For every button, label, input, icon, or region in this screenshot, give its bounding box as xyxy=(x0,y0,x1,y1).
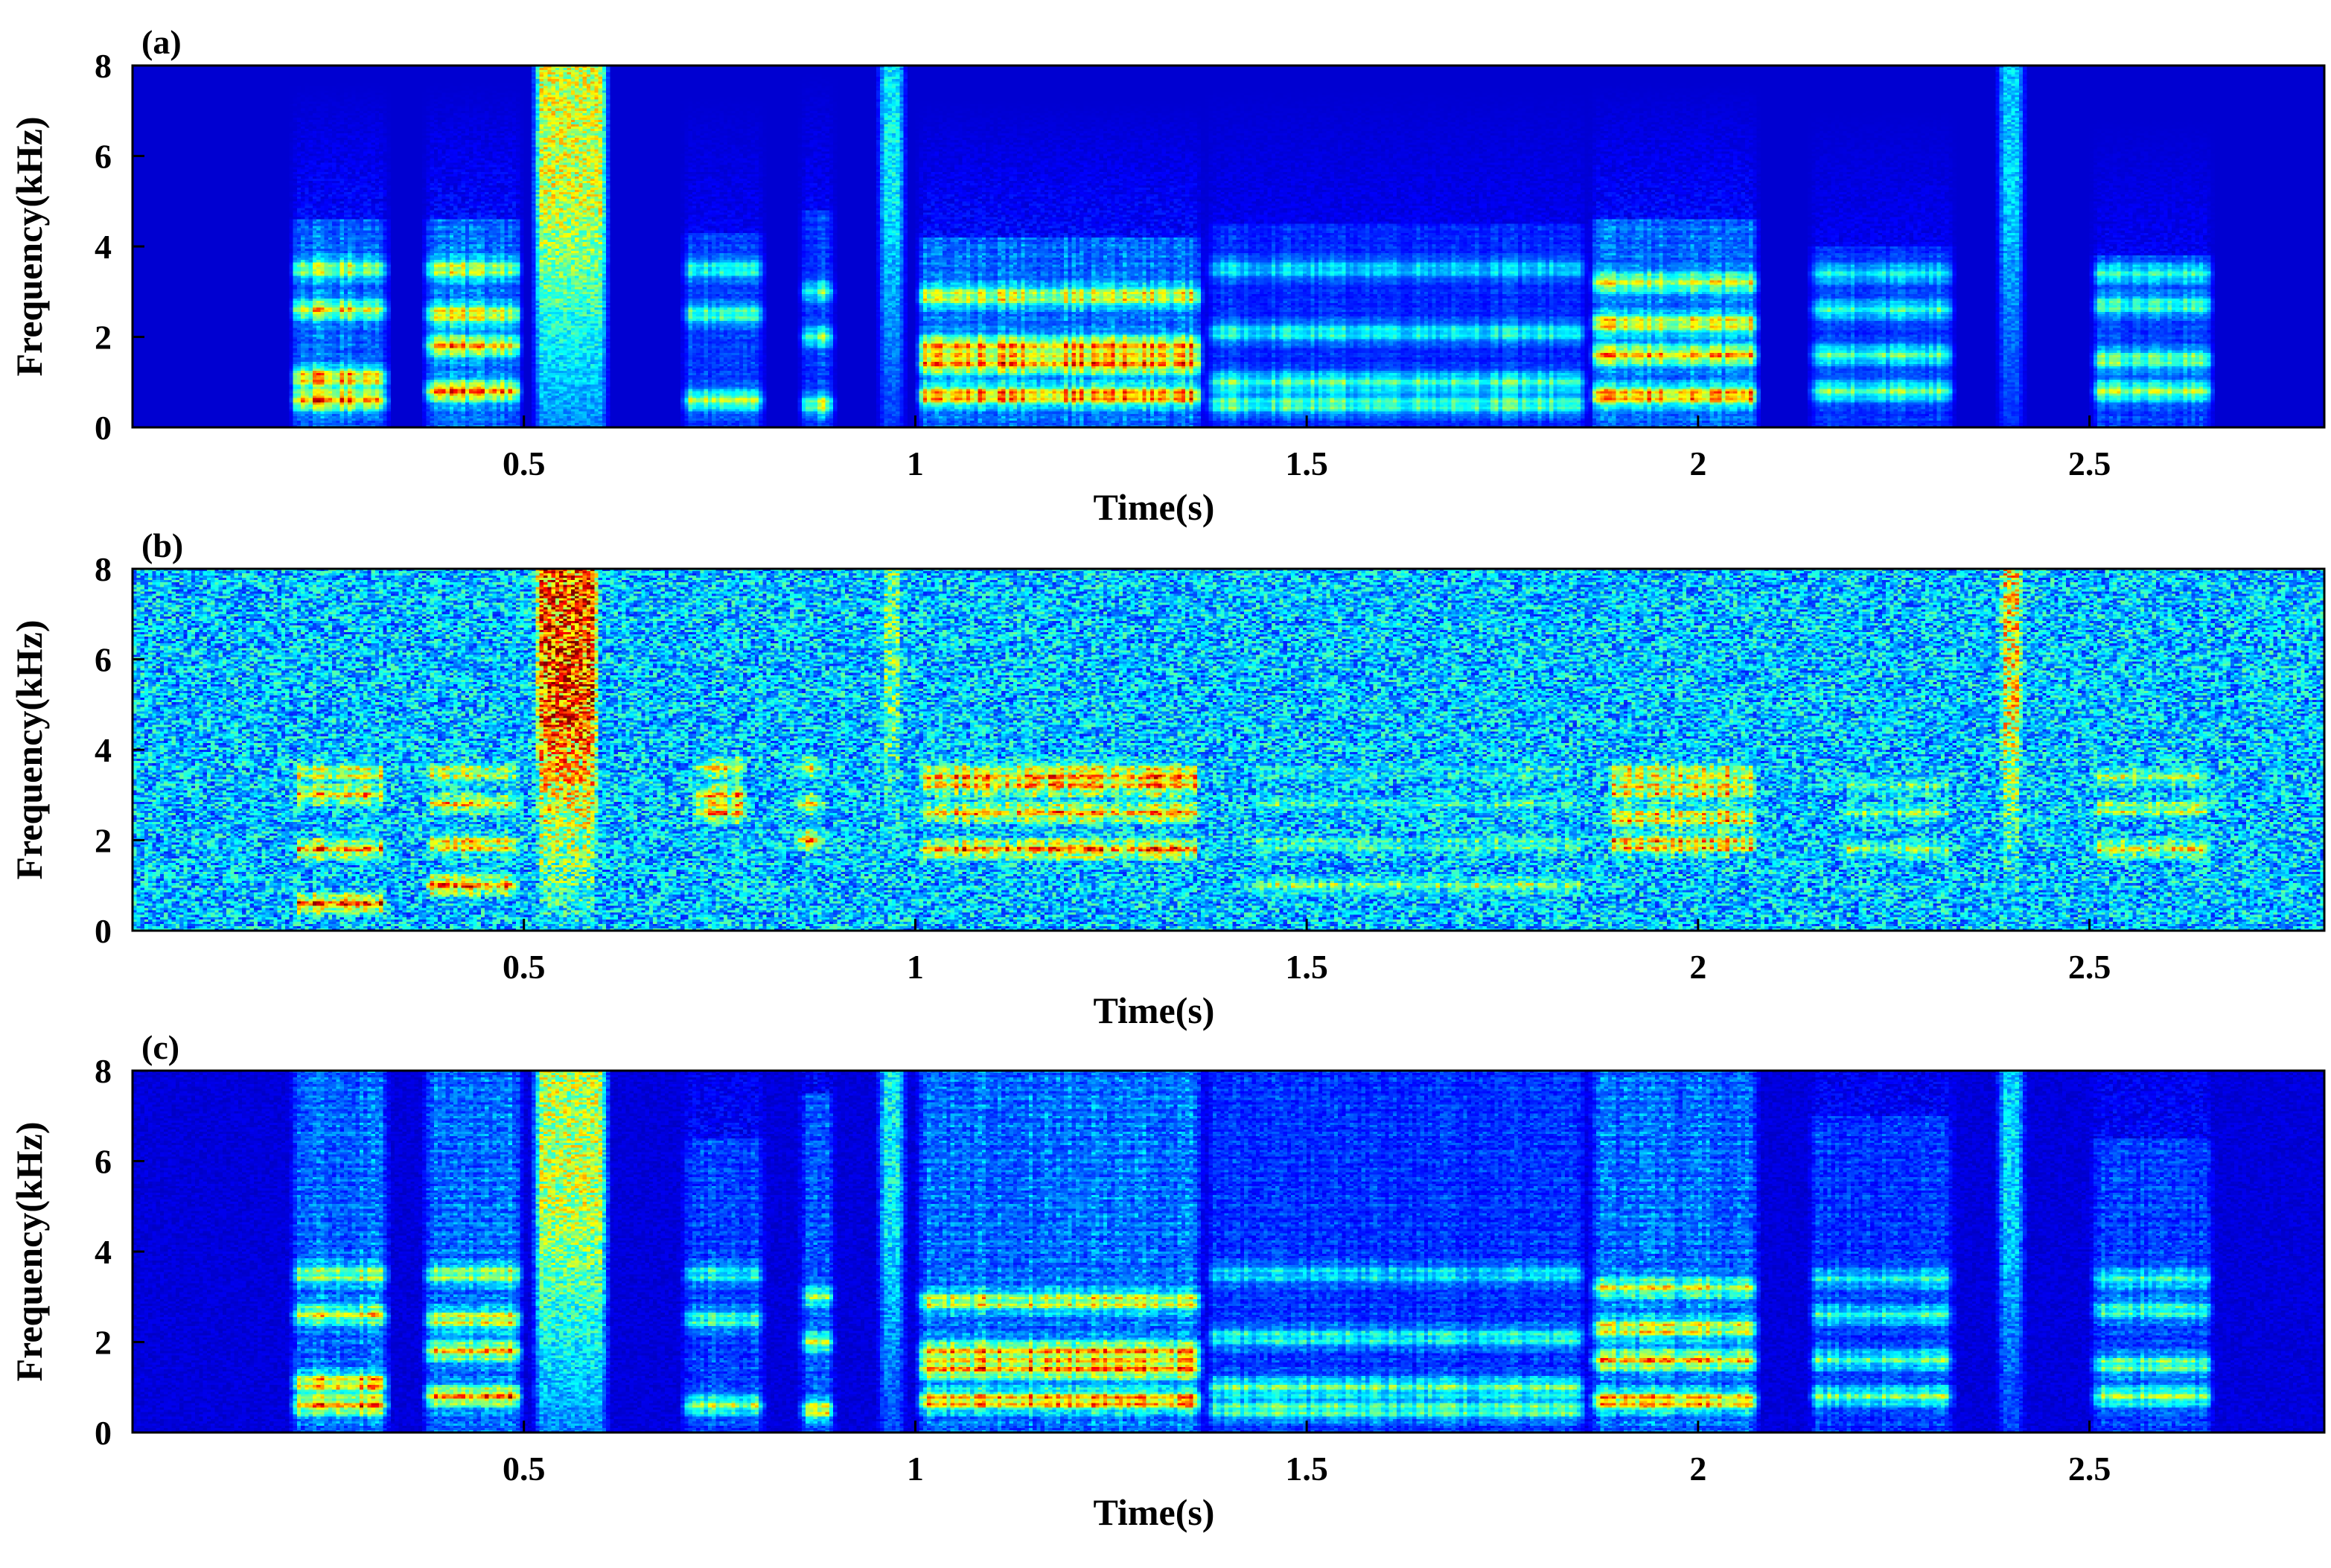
x-axis-label: Time(s) xyxy=(1094,989,1215,1031)
x-tick-label: 2.5 xyxy=(2068,1450,2111,1488)
x-tick-label: 1 xyxy=(907,948,924,986)
y-tick-label: 0 xyxy=(95,409,112,447)
y-tick-label: 0 xyxy=(95,912,112,950)
x-tick-label: 1.5 xyxy=(1285,1450,1328,1488)
y-axis-label: Frequency(kHz) xyxy=(8,619,50,879)
spectrogram-panel: (c) 0.5 1 1.5 2 2.5 0 2 4 6 8 Time(s) Frequency(kHz) xyxy=(8,1028,2326,1533)
x-tick-label: 1 xyxy=(907,444,924,482)
x-tick-label: 1 xyxy=(907,1450,924,1488)
spectrogram-panel: (b) 0.5 1 1.5 2 2.5 0 2 4 6 8 Time(s) Frequency(kHz) xyxy=(8,526,2326,1031)
panel-label: (b) xyxy=(141,526,183,564)
y-tick-label: 2 xyxy=(95,822,112,860)
y-tick-label: 8 xyxy=(95,47,112,85)
x-tick-label: 0.5 xyxy=(503,948,546,986)
y-tick-label: 0 xyxy=(95,1414,112,1452)
spectrogram-heatmap xyxy=(133,1071,2324,1432)
x-tick-label: 2.5 xyxy=(2068,948,2111,986)
x-tick-label: 1.5 xyxy=(1285,948,1328,986)
spectrogram-heatmap xyxy=(133,569,2324,931)
y-tick-label: 8 xyxy=(95,1052,112,1090)
y-tick-label: 2 xyxy=(95,319,112,357)
x-tick-label: 2.5 xyxy=(2068,444,2111,482)
y-tick-label: 6 xyxy=(95,641,112,679)
x-tick-label: 2 xyxy=(1689,444,1706,482)
x-tick-label: 0.5 xyxy=(503,1450,546,1488)
x-tick-label: 2 xyxy=(1689,948,1706,986)
spectrogram-panel: (a) 0.5 1 1.5 2 2.5 0 2 4 6 8 Time(s) Frequency(kHz) xyxy=(8,23,2326,528)
y-tick-label: 4 xyxy=(95,731,112,769)
y-tick-label: 4 xyxy=(95,228,112,266)
y-axis-label: Frequency(kHz) xyxy=(8,116,50,376)
x-tick-label: 2 xyxy=(1689,1450,1706,1488)
y-tick-label: 4 xyxy=(95,1233,112,1271)
y-tick-label: 2 xyxy=(95,1324,112,1362)
x-tick-label: 1.5 xyxy=(1285,444,1328,482)
x-axis-label: Time(s) xyxy=(1094,1491,1215,1533)
y-tick-label: 6 xyxy=(95,138,112,176)
panel-label: (a) xyxy=(141,23,182,61)
x-axis-label: Time(s) xyxy=(1094,486,1215,528)
y-tick-label: 8 xyxy=(95,550,112,588)
y-tick-label: 6 xyxy=(95,1143,112,1181)
panel-label: (c) xyxy=(141,1028,179,1066)
x-tick-label: 0.5 xyxy=(503,444,546,482)
y-axis-label: Frequency(kHz) xyxy=(8,1121,50,1381)
spectrogram-heatmap xyxy=(133,66,2324,427)
